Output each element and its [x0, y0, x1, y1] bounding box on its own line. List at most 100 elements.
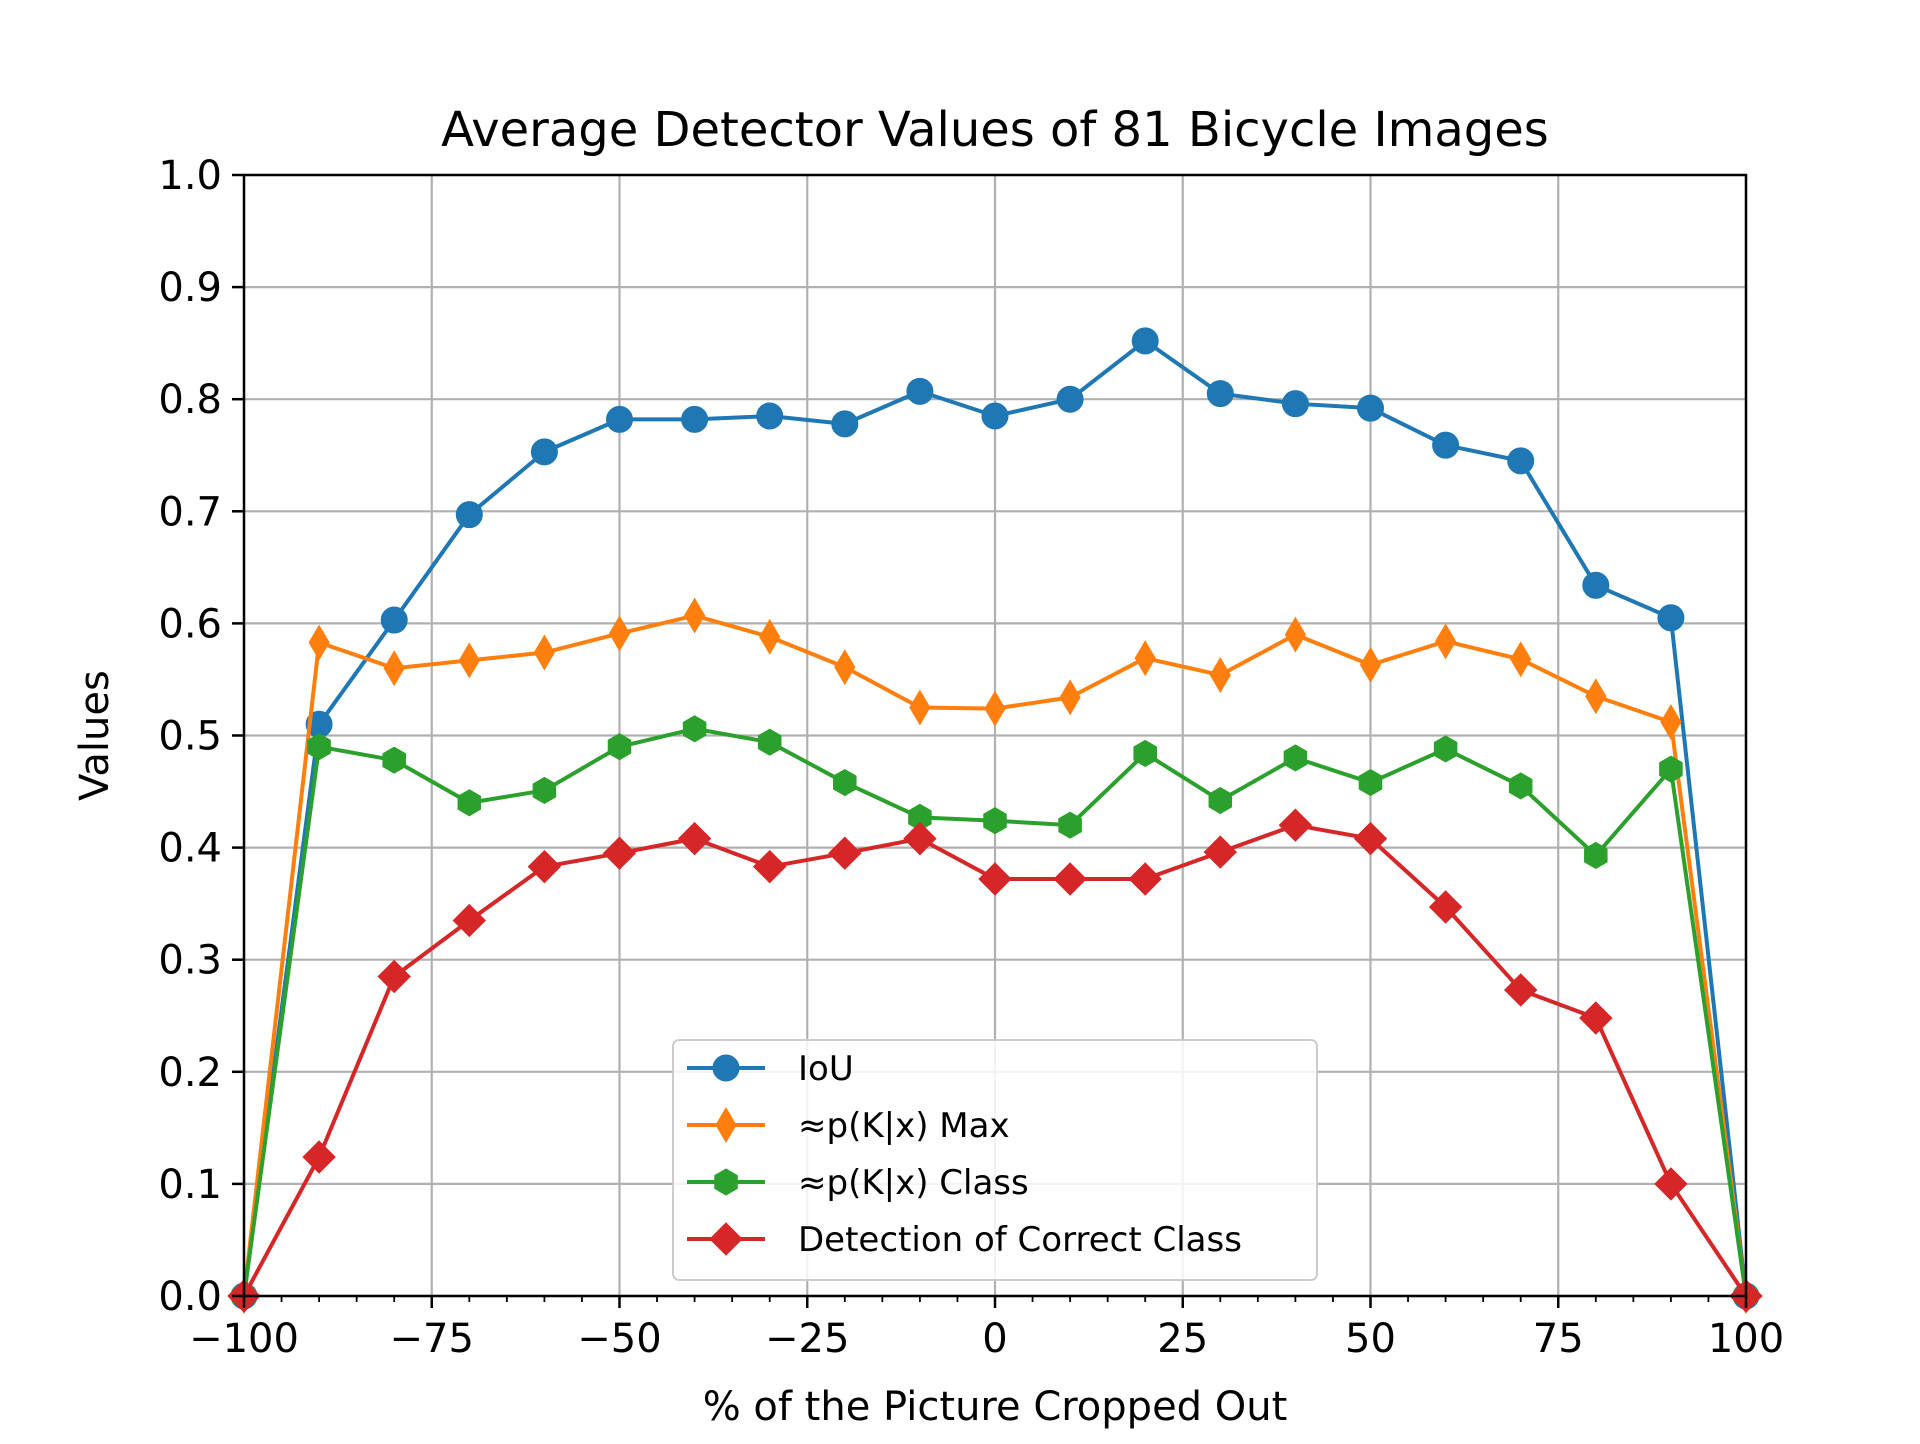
data-point	[1281, 390, 1309, 418]
x-tick-label: 100	[1708, 1316, 1784, 1362]
data-point	[984, 690, 1006, 727]
data-point	[903, 821, 937, 856]
y-tick-label: 0.2	[158, 1050, 222, 1096]
x-tick-label: 25	[1157, 1316, 1208, 1362]
data-point	[377, 959, 411, 994]
data-point	[1510, 641, 1532, 678]
data-point	[1128, 862, 1162, 896]
data-point	[684, 597, 706, 634]
data-point	[1659, 755, 1683, 783]
data-point	[981, 402, 1009, 430]
data-point	[682, 715, 707, 743]
data-point	[452, 903, 487, 938]
y-tick-label: 0.6	[158, 601, 222, 647]
axis-ticks: −100 −75 −50 −25 0 25 50 75 100 0.0 0.1 0.2 0.3 0.4 0.…	[158, 153, 1784, 1362]
y-tick-label: 0.9	[158, 265, 222, 311]
series	[227, 808, 1763, 1313]
legend: IoU ≈p(K|x) Max ≈p(K|x) Class Detection of …	[672, 1039, 1318, 1281]
data-point	[530, 438, 558, 466]
legend-label: Detection of Correct Class	[798, 1220, 1242, 1260]
data-point	[527, 849, 562, 884]
y-tick-label: 1.0	[158, 153, 222, 199]
x-tick-label: 75	[1533, 1316, 1584, 1362]
data-point	[1585, 678, 1607, 715]
data-point	[1657, 604, 1685, 632]
data-point	[677, 821, 712, 856]
data-point	[1059, 679, 1081, 716]
x-tick-label: −100	[189, 1316, 299, 1362]
data-point	[1508, 772, 1533, 800]
data-point	[1432, 431, 1460, 459]
y-tick-label: 0.1	[158, 1162, 222, 1208]
data-point	[383, 650, 405, 687]
data-point	[681, 405, 709, 433]
data-point	[1507, 447, 1535, 475]
y-tick-label: 0.4	[158, 826, 222, 872]
data-point	[1209, 656, 1231, 693]
data-point	[1435, 623, 1457, 660]
data-point	[382, 746, 406, 774]
data-point	[606, 405, 633, 433]
data-point	[302, 1140, 336, 1174]
data-point	[1358, 769, 1383, 797]
x-axis-label: % of the Picture Cropped Out	[703, 1384, 1288, 1430]
data-point	[533, 634, 555, 671]
data-point	[1428, 890, 1463, 924]
legend-label: ≈p(K|x) Max	[798, 1106, 1010, 1146]
data-point	[752, 849, 787, 884]
data-point	[608, 615, 631, 652]
data-point	[831, 410, 859, 438]
data-point	[1660, 704, 1682, 741]
data-point	[1503, 973, 1538, 1007]
data-point	[714, 1168, 738, 1196]
data-point	[1353, 821, 1388, 856]
x-tick-label: −75	[390, 1316, 474, 1362]
data-point	[1359, 646, 1382, 683]
y-axis-label: Values	[72, 670, 118, 801]
legend-box	[672, 1039, 1318, 1281]
data-point	[1056, 385, 1084, 413]
data-point	[833, 769, 857, 797]
y-tick-label: 0.3	[158, 938, 222, 984]
data-point	[1579, 1001, 1613, 1035]
data-point	[457, 789, 482, 817]
data-point	[909, 689, 931, 726]
data-point	[1053, 862, 1087, 896]
data-point	[712, 1054, 740, 1082]
data-point	[834, 649, 856, 686]
data-point	[1433, 735, 1458, 763]
data-point	[757, 728, 782, 756]
data-point	[1284, 616, 1306, 653]
x-tick-label: −50	[577, 1316, 661, 1362]
data-point	[759, 618, 781, 655]
data-point	[532, 776, 557, 805]
chart-title: Average Detector Values of 81 Bicycle Im…	[441, 102, 1549, 158]
data-point	[458, 642, 480, 679]
data-point	[1654, 1167, 1688, 1201]
data-point	[1058, 811, 1082, 839]
data-point	[1134, 640, 1156, 677]
data-point	[1203, 835, 1238, 869]
series-layer	[227, 327, 1763, 1314]
data-point	[607, 733, 632, 761]
data-point	[1584, 841, 1608, 870]
data-point	[978, 862, 1012, 896]
data-point	[307, 733, 331, 761]
data-point	[983, 807, 1007, 835]
y-tick-label: 0.0	[158, 1274, 222, 1320]
data-point	[455, 501, 483, 529]
data-point	[1131, 327, 1159, 355]
data-point	[709, 1222, 743, 1256]
data-point	[1208, 786, 1233, 815]
data-point	[715, 1107, 737, 1143]
y-tick-label: 0.8	[158, 377, 222, 423]
data-point	[1278, 808, 1313, 842]
data-point	[756, 402, 784, 430]
y-tick-label: 0.5	[158, 714, 222, 760]
data-point	[1283, 744, 1308, 772]
legend-label: IoU	[798, 1049, 854, 1089]
x-tick-label: 0	[982, 1316, 1007, 1362]
legend-label: ≈p(K|x) Class	[798, 1163, 1029, 1203]
